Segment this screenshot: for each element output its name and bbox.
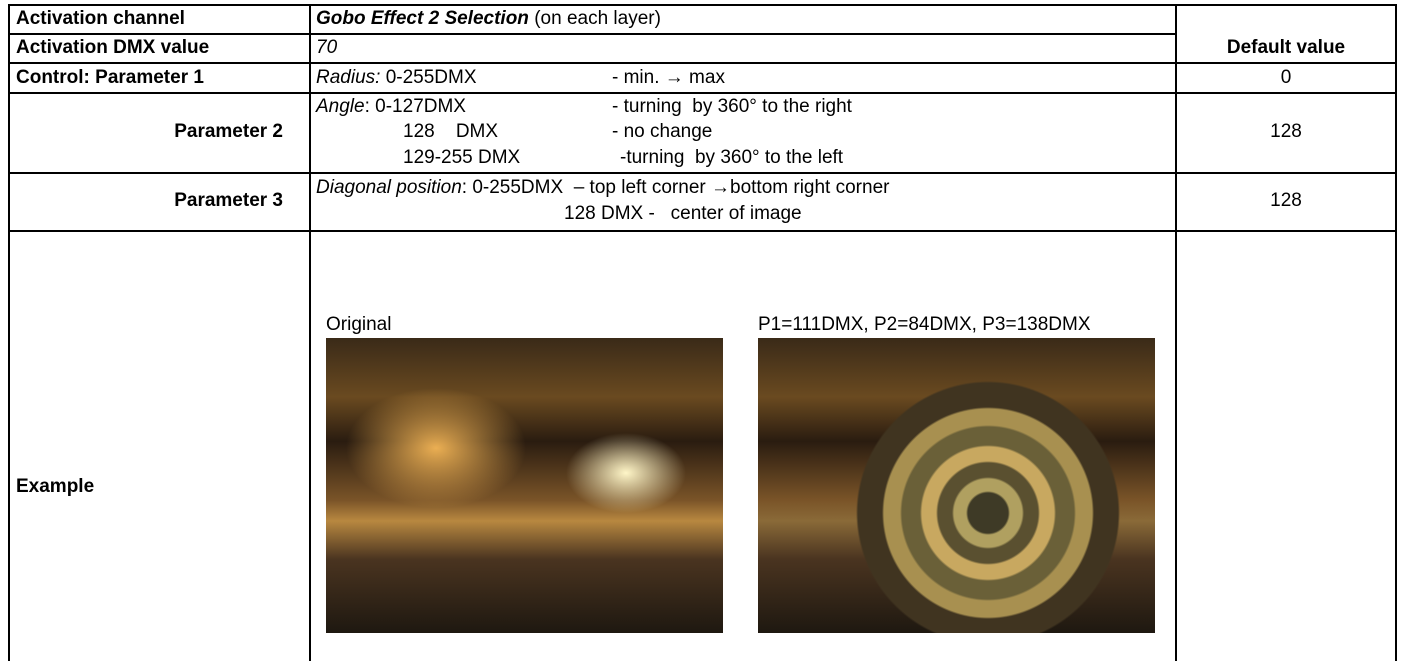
name: Diagonal position (316, 177, 462, 198)
border (8, 62, 1397, 64)
value: 70 (316, 37, 338, 58)
effect: - turning by 360° to the right (612, 96, 852, 117)
row-label: Activation DMX value (16, 37, 210, 58)
row-label: Parameter 3 (174, 190, 283, 211)
default: 128 (1270, 190, 1302, 211)
row-label: Control: Parameter 1 (16, 67, 204, 88)
image (758, 338, 1155, 633)
row-label: Parameter 2 (174, 121, 283, 142)
effect: - min. → max (612, 67, 725, 88)
row-label: Activation channel (16, 8, 185, 29)
cell: Diagonal position: 0-255DMX – top left c… (316, 176, 889, 200)
range: : 0-255DMX (461, 177, 564, 198)
cell: Angle: 0-127DMX (316, 95, 466, 119)
default: 128 (1270, 121, 1302, 142)
default: 0 (1280, 67, 1292, 88)
border (8, 4, 10, 661)
note: (on each layer) (534, 8, 661, 29)
effect: - no change (612, 121, 713, 142)
caption: P1=111DMX, P2=84DMX, P3=138DMX (758, 314, 1091, 335)
effect: – top left corner →bottom right corner (573, 177, 890, 198)
border (8, 4, 1397, 6)
row-label: Example (16, 476, 95, 497)
border (8, 230, 1397, 232)
name: Radius: (316, 67, 381, 88)
cell: Radius: 0-255DMX (316, 66, 477, 90)
range: 0-255DMX (385, 67, 477, 88)
range: 129-255 DMX (403, 147, 521, 168)
range: : 0-127DMX (364, 96, 466, 117)
border (1175, 4, 1177, 661)
effect: -turning by 360° to the left (620, 147, 844, 168)
border (309, 4, 311, 661)
border (1395, 4, 1397, 661)
caption: Original (326, 314, 392, 335)
border (8, 33, 1176, 35)
range: 128 DMX (403, 121, 499, 142)
note: 128 DMX - center of image (564, 203, 802, 224)
border (8, 92, 1397, 94)
image (326, 338, 723, 633)
name: Angle (316, 96, 365, 117)
column-header: Default value (1226, 37, 1346, 58)
value: Gobo Effect 2 Selection (316, 8, 529, 29)
border (8, 172, 1397, 174)
cell: Gobo Effect 2 Selection (on each layer) (316, 7, 661, 31)
